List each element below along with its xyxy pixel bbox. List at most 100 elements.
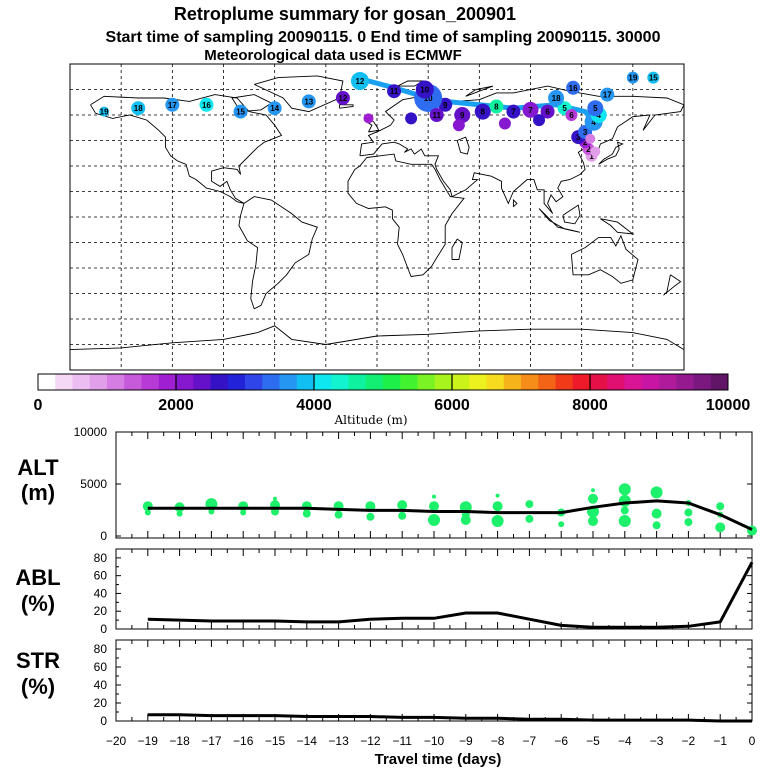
- cluster-dot: [405, 112, 418, 125]
- coast-indonesia: [538, 208, 581, 233]
- colorbar-tick-label: 8000: [572, 397, 608, 414]
- cluster-day-label: 5: [562, 104, 567, 113]
- cluster-dot: [267, 101, 282, 116]
- colorbar-frame: [37, 373, 729, 391]
- cluster-altitude-dot: [273, 496, 277, 501]
- colorbar-swatch: [141, 374, 160, 390]
- y-tick-label: 0: [100, 622, 107, 636]
- x-tick-label: −15: [265, 734, 286, 748]
- world-map: 1223344556677889910101111121213141516171…: [69, 63, 685, 371]
- colorbar-tick-label: 6000: [434, 397, 470, 414]
- cluster-day-label: 15: [236, 108, 245, 117]
- plume-cluster-marker: [363, 113, 374, 124]
- cluster-altitude-dot: [240, 509, 247, 516]
- cluster-dot: [335, 91, 350, 105]
- colorbar-swatch: [72, 374, 91, 390]
- cluster-day-label: 4: [591, 118, 596, 127]
- y-tick-label: 80: [94, 551, 108, 565]
- colorbar-swatch: [262, 374, 280, 390]
- cluster-day-label: 3: [583, 128, 588, 137]
- colorbar-swatch: [676, 374, 694, 390]
- colorbar-tick-label: 2000: [158, 397, 194, 414]
- colorbar-swatch: [434, 374, 453, 390]
- colorbar-swatch: [417, 374, 436, 390]
- coast-australia: [570, 234, 639, 284]
- plume-cluster-marker: 5: [587, 100, 604, 117]
- cluster-day-label: 17: [168, 101, 177, 110]
- cluster-dot: [565, 109, 578, 121]
- cluster-altitude-dot: [365, 501, 376, 512]
- colorbar-swatch: [348, 374, 367, 390]
- plume-cluster-marker: 15: [647, 71, 660, 84]
- cluster-day-label: 10: [420, 86, 429, 95]
- plume-cluster-marker: 15: [233, 104, 248, 119]
- cluster-altitude-dot: [558, 521, 565, 528]
- cluster-dot: [647, 71, 660, 84]
- time-series-panels: 0500010000ALT(m)020406080ABL(%)020406080…: [15, 425, 757, 748]
- plume-cluster-marker: [585, 133, 596, 144]
- x-tick-label: −14: [297, 734, 318, 748]
- cluster-altitude-dot: [684, 518, 693, 527]
- colorbar-swatch: [314, 374, 332, 390]
- colorbar-tick-label: 4000: [296, 397, 332, 414]
- cluster-altitude-dot: [716, 502, 725, 511]
- cluster-day-label: 12: [338, 94, 347, 103]
- plume-cluster-marker: 9: [454, 107, 471, 123]
- x-tick-label: −8: [491, 734, 505, 748]
- cluster-day-label: 7: [528, 106, 533, 115]
- colorbar-swatch: [89, 374, 108, 390]
- cluster-altitude-dot: [492, 501, 503, 512]
- cluster-altitude-dot: [618, 494, 631, 507]
- cluster-altitude-dot: [715, 522, 726, 533]
- colorbar-swatch: [38, 374, 56, 390]
- cluster-altitude-dot: [334, 510, 343, 519]
- cluster-altitude-dot: [429, 501, 439, 512]
- met-data-line: Meteorological data used is ECMWF: [204, 47, 462, 64]
- cluster-day-label: 7: [511, 108, 516, 117]
- plume-cluster-marker: 6: [565, 109, 578, 121]
- x-tick-label: −12: [360, 734, 381, 748]
- plume-cluster-marker: 12: [350, 72, 369, 90]
- cluster-day-label: 18: [552, 94, 561, 103]
- cluster-altitude-dot: [176, 510, 183, 517]
- cluster-altitude-dot: [588, 516, 598, 527]
- colorbar-swatch: [521, 374, 539, 390]
- cluster-day-label: 11: [390, 87, 399, 96]
- cluster-day-label: 3: [576, 133, 581, 142]
- x-tick-label: −19: [138, 734, 159, 748]
- cluster-altitude-dot: [144, 509, 151, 516]
- colorbar-swatch: [210, 374, 229, 390]
- panel-frame: [115, 639, 753, 722]
- cluster-dot: [489, 99, 504, 114]
- cluster-day-label: 8: [494, 103, 499, 112]
- cluster-dot: [548, 90, 565, 106]
- colorbar-swatch: [452, 374, 470, 390]
- x-tick-label: −10: [424, 734, 445, 748]
- colorbar-swatch: [659, 374, 677, 390]
- cluster-day-label: 6: [545, 108, 550, 117]
- panel-ylabel-unit: (%): [21, 674, 55, 699]
- x-tick-label: −13: [328, 734, 349, 748]
- x-tick-label: 0: [749, 734, 756, 748]
- plume-cluster-marker: 17: [600, 87, 615, 102]
- colorbar-swatch: [296, 374, 315, 390]
- cluster-dot: [233, 104, 248, 119]
- plume-cluster-marker: 8: [474, 103, 491, 120]
- panel-str: 0 20 40 60 80 STR(%): [16, 639, 753, 728]
- plume-cluster-marker: 11: [429, 108, 444, 122]
- x-tick-label: −18: [169, 734, 190, 748]
- sampling-time-line: Start time of sampling 20090115. 0 End t…: [106, 29, 661, 46]
- colorbar-swatch: [641, 374, 660, 390]
- cluster-day-label: 19: [100, 108, 109, 117]
- coast-baffin: [231, 94, 273, 113]
- cluster-day-label: 16: [202, 101, 211, 110]
- cluster-day-label: 9: [443, 101, 448, 110]
- colorbar-swatch: [55, 374, 73, 390]
- colorbar-swatch: [400, 374, 418, 390]
- plume-cluster-marker: 7: [522, 101, 539, 118]
- panel-frame: [115, 548, 753, 630]
- x-tick-label: −11: [392, 734, 412, 748]
- plume-cluster-marker: 11: [387, 84, 402, 99]
- cluster-dot: [301, 94, 316, 109]
